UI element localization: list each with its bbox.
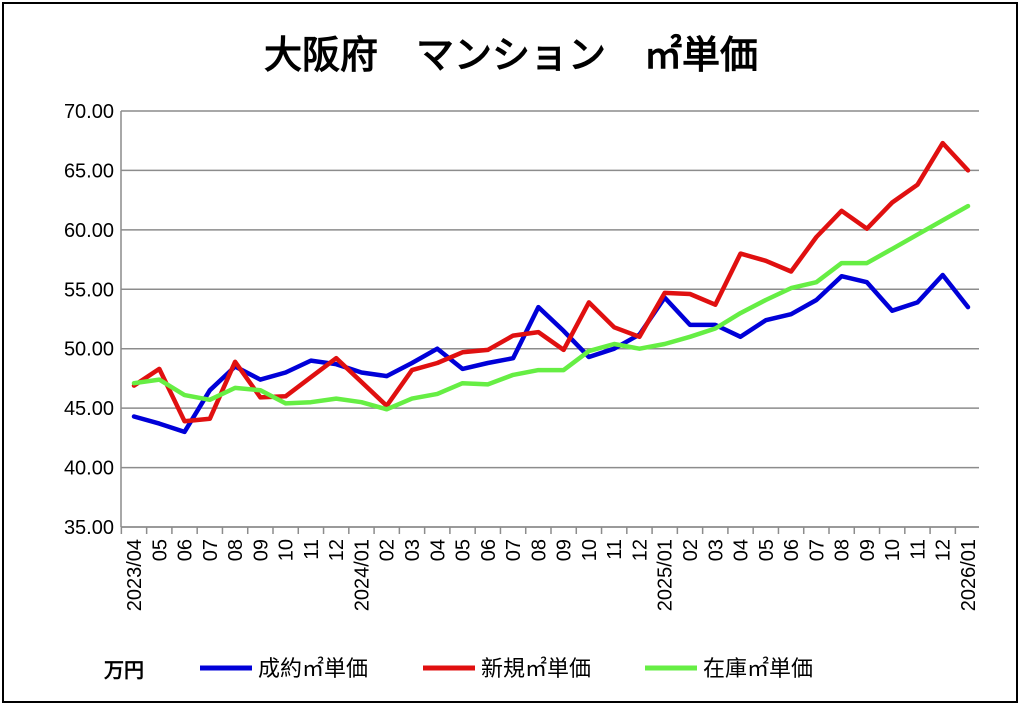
x-tick-label: 07 [200, 539, 222, 561]
y-tick-label: 55.00 [64, 279, 114, 301]
legend: 成約㎡単価 新規㎡単価 在庫㎡単価 [200, 656, 813, 682]
y-tick-label: 65.00 [64, 160, 114, 182]
x-tick-label: 2024/01 [351, 539, 373, 611]
x-tick-label: 11 [301, 539, 323, 560]
x-tick-label: 09 [857, 539, 879, 561]
legend-label: 成約㎡単価 [258, 656, 368, 682]
x-tick-label: 02 [680, 539, 702, 561]
y-tick-label: 40.00 [64, 458, 114, 480]
axes [120, 111, 979, 534]
x-tick-label: 05 [453, 539, 475, 561]
x-tick-label: 06 [175, 539, 197, 561]
x-tick-label: 12 [933, 539, 955, 561]
x-tick-label: 03 [402, 539, 424, 561]
x-tick-label: 10 [276, 539, 298, 561]
unit-label: 万円 [103, 658, 144, 682]
x-tick-label: 12 [326, 539, 348, 561]
x-tick-label: 04 [427, 539, 449, 561]
x-tick-label: 2025/01 [655, 539, 677, 611]
x-tick-label: 05 [149, 539, 171, 561]
x-tick-label: 08 [832, 539, 854, 561]
series-line-1 [131, 272, 971, 435]
x-tick-label: 06 [781, 539, 803, 561]
x-tick-label: 03 [705, 539, 727, 561]
gridlines [121, 110, 979, 528]
x-tick-label: 2023/04 [124, 539, 146, 611]
chart-title: 大阪府 マンション ㎡単価 [264, 33, 758, 77]
x-tick-label: 05 [756, 539, 778, 561]
x-tick-label: 09 [554, 539, 576, 561]
x-tick-label: 2026/01 [958, 539, 980, 611]
x-tick-label: 11 [907, 539, 929, 560]
x-tick-label: 10 [579, 539, 601, 561]
x-tick-label: 08 [528, 539, 550, 561]
x-tick-label: 09 [250, 539, 272, 561]
y-tick-label: 70.00 [64, 101, 114, 123]
x-tick-label: 06 [478, 539, 500, 561]
legend-label: 新規㎡単価 [481, 656, 591, 682]
x-tick-label: 04 [731, 539, 753, 561]
series-line-3 [131, 203, 971, 412]
x-tick-labels: 2023/04 05 06 07 08 09 10 11 12 2024/01 02 03 04 05 06… [124, 539, 980, 611]
y-tick-label: 35.00 [64, 517, 114, 539]
x-tick-label: 11 [604, 539, 626, 560]
y-tick-labels: 70.00 65.00 60.00 55.00 50.00 45.00 40.00 35.00 [64, 101, 114, 539]
y-tick-label: 60.00 [64, 220, 114, 242]
x-tick-label: 02 [377, 539, 399, 561]
series-lines [131, 140, 971, 435]
x-tick-label: 08 [225, 539, 247, 561]
x-tick-label: 12 [629, 539, 651, 561]
y-tick-label: 50.00 [64, 339, 114, 361]
x-tick-label: 07 [503, 539, 525, 561]
y-tick-label: 45.00 [64, 398, 114, 420]
x-tick-label: 10 [882, 539, 904, 561]
x-tick-label: 07 [806, 539, 828, 561]
legend-label: 在庫㎡単価 [703, 656, 813, 682]
